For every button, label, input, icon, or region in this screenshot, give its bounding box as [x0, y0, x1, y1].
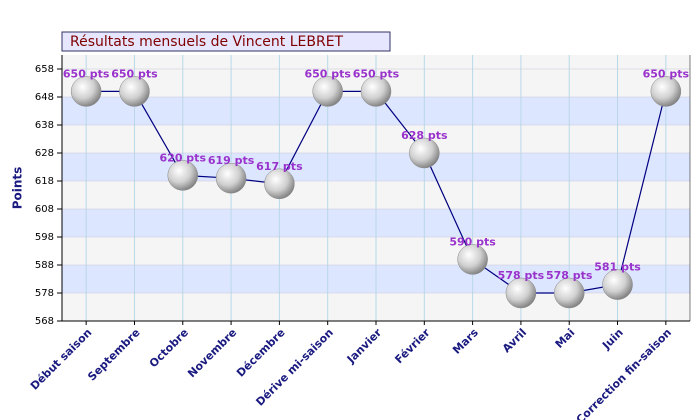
- x-tick-label: Mai: [553, 326, 578, 351]
- x-tick-label: Janvier: [344, 326, 385, 367]
- y-tick-label: 628: [35, 148, 54, 159]
- x-tick-label: Septembre: [85, 326, 142, 383]
- point-marker: [70, 76, 102, 107]
- x-tick-label: Début saison: [28, 326, 95, 393]
- value-label: 590 pts: [449, 235, 496, 248]
- point-marker: [602, 269, 633, 300]
- value-label: 578 pts: [498, 269, 545, 282]
- title-box: [61, 31, 391, 52]
- point-marker: [457, 244, 488, 275]
- y-tick-label: 588: [35, 260, 54, 271]
- x-tick-label: Novembre: [185, 326, 239, 380]
- value-label: 620 pts: [160, 151, 207, 164]
- x-tick-label: Mars: [450, 326, 481, 357]
- y-tick-label: 598: [35, 232, 54, 243]
- point-marker: [650, 76, 682, 107]
- value-label: 617 pts: [256, 160, 303, 173]
- y-tick-label: 568: [35, 316, 54, 327]
- y-axis-label: Points: [11, 167, 25, 210]
- point-marker: [360, 76, 392, 107]
- x-tick-label: Juin: [599, 326, 626, 353]
- point-marker: [167, 160, 199, 191]
- value-label: 650 pts: [111, 67, 158, 80]
- y-tick-label: 648: [35, 92, 54, 103]
- value-label: 650 pts: [353, 67, 400, 80]
- value-label: 578 pts: [546, 269, 593, 282]
- point-marker: [553, 277, 585, 309]
- value-label: 628 pts: [401, 129, 448, 142]
- y-tick-label: 638: [35, 120, 54, 131]
- y-tick-label: 658: [35, 64, 54, 75]
- value-label: 581 pts: [594, 261, 641, 274]
- value-label: 650 pts: [63, 67, 110, 80]
- x-tick-label: Avril: [500, 326, 529, 355]
- x-tick-label: Octobre: [147, 326, 191, 370]
- y-tick-label: 578: [35, 288, 54, 299]
- value-label: 650 pts: [643, 67, 690, 80]
- value-label: 619 pts: [208, 154, 255, 167]
- point-marker: [505, 277, 537, 309]
- y-tick-label: 618: [35, 176, 54, 187]
- point-marker: [264, 168, 295, 200]
- point-marker: [119, 76, 150, 107]
- x-tick-label: Décembre: [234, 326, 288, 380]
- x-tick-label: Correction fin-saison: [574, 326, 674, 420]
- point-marker: [215, 162, 247, 194]
- point-marker: [409, 137, 440, 169]
- chart-title: Résultats mensuels de Vincent LEBRET: [70, 34, 344, 50]
- value-label: 650 pts: [304, 67, 351, 80]
- y-tick-label: 608: [35, 204, 54, 215]
- x-tick-label: Février: [392, 326, 433, 367]
- point-marker: [312, 76, 343, 107]
